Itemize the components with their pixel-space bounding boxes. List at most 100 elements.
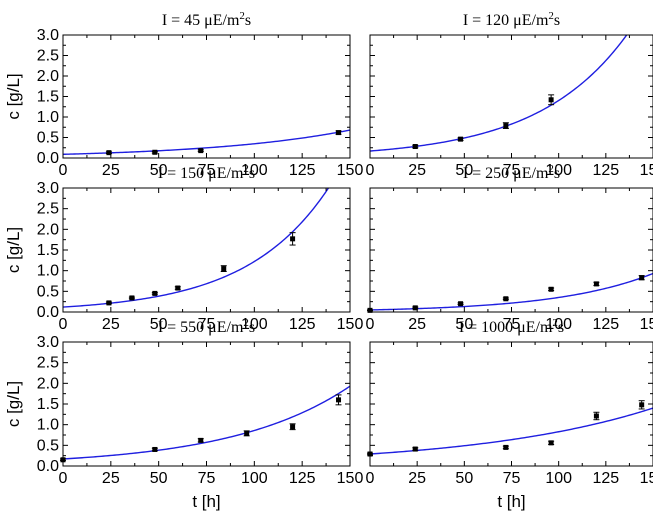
x-tick-label: 25 [102,316,120,333]
x-tick-label: 75 [503,316,521,333]
x-tick-label: 50 [455,162,473,179]
y-tick-label: 2.0 [37,375,59,392]
y-axis-label: c [g/L] [4,381,23,427]
model-curve [63,129,350,156]
data-point [548,286,554,292]
data-point [290,236,296,242]
data-point [221,266,227,272]
data-point [639,275,645,281]
x-tick-label: 125 [592,470,619,487]
x-tick-label: 150 [337,316,364,333]
y-tick-label: 2.5 [37,48,59,65]
x-tick-label: 125 [289,470,316,487]
data-point [503,296,509,302]
data-point [152,149,158,155]
y-tick-label: 3.0 [37,334,59,351]
x-tick-label: 50 [455,316,473,333]
data-point [152,446,158,452]
data-point [503,444,509,450]
y-tick-label: 2.5 [37,201,59,218]
x-tick-label: 75 [198,162,216,179]
y-tick-label: 0.5 [37,130,59,147]
y-tick-label: 1.5 [37,242,59,259]
panel-6: 0 25 50 75 100 125 150 t [h] I = 1000 μE/m2s [366,317,653,511]
x-tick-label: 125 [289,316,316,333]
x-tick-label: 75 [198,470,216,487]
axes-frame [369,187,653,313]
data-point [198,148,204,154]
x-tick-label: 50 [455,470,473,487]
x-tick-label: 150 [640,162,653,179]
model-curve [370,407,653,455]
data-point [106,300,112,306]
x-tick-label: 75 [503,470,521,487]
panel-2: 0 25 50 75 100 125 150 I = 120 μE/m2s [366,10,653,179]
axes-frame [62,34,351,159]
data-point [458,301,464,307]
x-tick-label: 125 [592,162,619,179]
x-tick-label: 50 [150,316,168,333]
panel-title: I = 550 μE/m2s [158,317,255,336]
panel-title: I = 1000 μE/m2s [459,317,564,336]
x-tick-label: 100 [241,162,268,179]
x-tick-label: 0 [366,162,375,179]
x-tick-label: 25 [102,470,120,487]
y-axis-label: c [g/L] [4,73,23,119]
data-point [336,397,342,403]
x-tick-label: 0 [366,316,375,333]
panel-title: I = 120 μE/m2s [463,10,560,29]
x-tick-label: 100 [241,316,268,333]
y-axis-label: c [g/L] [4,227,23,273]
data-point [244,430,250,436]
x-tick-label: 0 [59,470,68,487]
y-tick-label: 1.0 [37,263,59,280]
data-point [412,144,418,150]
data-point [458,136,464,142]
data-point [593,281,599,287]
panel-title: I = 45 μE/m2s [162,10,251,29]
y-tick-label: 1.5 [37,396,59,413]
y-tick-label: 2.0 [37,68,59,85]
x-tick-label: 125 [592,316,619,333]
x-tick-label: 25 [408,162,426,179]
x-axis-label: t [h] [192,492,220,511]
x-tick-label: 0 [366,470,375,487]
panel-4: 0 25 50 75 100 125 150 I = 250 μE/m2s [366,163,653,333]
x-tick-label: 125 [289,162,316,179]
x-tick-label: 100 [545,316,572,333]
x-axis-label: t [h] [497,492,525,511]
x-tick-label: 150 [337,162,364,179]
axes-frame [369,34,653,159]
y-tick-label: 3.0 [37,180,59,197]
y-tick-label: 1.0 [37,109,59,126]
panel-5: 0 25 50 75 100 125 150 0.0 0.5 1.0 1.5 2.0 2.5 3.0 c [… [4,317,363,511]
panel-title: I = 250 μE/m2s [463,163,560,182]
data-point [152,290,158,296]
x-tick-label: 150 [640,316,653,333]
x-tick-label: 100 [545,162,572,179]
axes-frame [62,341,351,467]
data-point [412,446,418,452]
model-curve [63,385,350,460]
y-tick-label: 1.0 [37,417,59,434]
x-tick-label: 25 [408,316,426,333]
y-tick-label: 0.0 [37,304,59,321]
panel-1: 0 25 50 75 100 125 150 0.0 0.5 1.0 1.5 2.0 2.5 3.0 c [… [4,10,363,179]
panel-title: I = 150 μE/m2s [158,163,255,182]
y-tick-label: 0.5 [37,437,59,454]
x-tick-label: 0 [59,162,68,179]
y-tick-label: 3.0 [37,27,59,44]
data-point [106,150,112,156]
data-point [336,130,342,136]
data-point [548,97,554,103]
x-tick-label: 75 [503,162,521,179]
panel-3: 0 25 50 75 100 125 150 0.0 0.5 1.0 1.5 2.0 2.5 3.0 c [… [4,163,364,333]
y-tick-label: 2.5 [37,355,59,372]
data-point [548,440,554,446]
x-tick-label: 50 [150,470,168,487]
data-point [290,424,296,430]
x-tick-label: 50 [150,162,168,179]
axes-frame [62,187,351,313]
x-tick-label: 25 [102,162,120,179]
